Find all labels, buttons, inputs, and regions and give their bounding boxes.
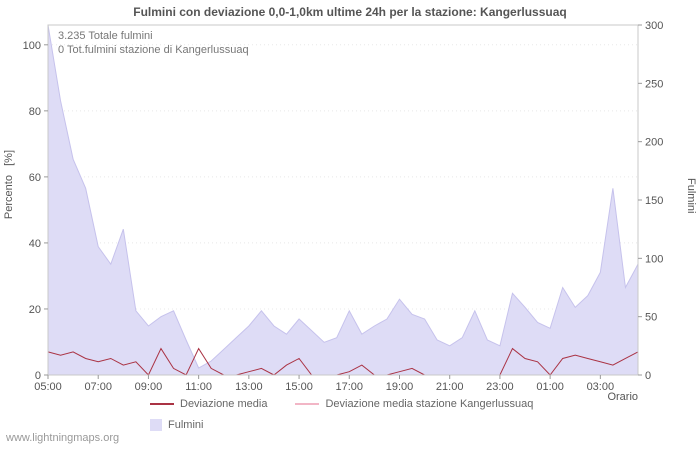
- y-right-tick-label: 0: [645, 370, 651, 382]
- x-tick-label: 23:00: [486, 381, 514, 393]
- legend-label-fulmini: Fulmini: [168, 419, 204, 431]
- legend-item-deviazione-stazione: Deviazione media stazione Kangerlussuaq: [295, 398, 533, 410]
- line-deviazione-media: [47, 347, 639, 376]
- x-tick-label: 13:00: [235, 381, 263, 393]
- legend-area-swatch-fulmini: [150, 419, 162, 431]
- legend-line-deviazione: [150, 403, 174, 405]
- x-tick-label: 19:00: [386, 381, 414, 393]
- y-left-tick-label: 40: [29, 238, 41, 250]
- y-right-tick-label: 300: [645, 20, 663, 32]
- legend-row-lines: Deviazione media Deviazione media stazio…: [150, 398, 533, 410]
- watermark-link[interactable]: www.lightningmaps.org: [6, 432, 120, 444]
- legend: Deviazione media Deviazione media stazio…: [150, 398, 533, 431]
- legend-label-deviazione: Deviazione media: [180, 398, 268, 410]
- x-tick-label: 03:00: [587, 381, 615, 393]
- y-right-tick-label: 100: [645, 253, 663, 265]
- legend-item-deviazione-media: Deviazione media: [150, 398, 267, 410]
- y-left-tick-label: 80: [29, 106, 41, 118]
- x-tick-label: 09:00: [135, 381, 163, 393]
- y-right-tick-label: 200: [645, 137, 663, 149]
- y-right-tick-label: 50: [645, 312, 657, 324]
- y-axis-label-left: Percento [%]: [3, 150, 15, 220]
- legend-item-fulmini: Fulmini: [150, 419, 203, 431]
- x-tick-label: 17:00: [336, 381, 364, 393]
- x-tick-label: 07:00: [84, 381, 112, 393]
- y-right-tick-label: 150: [645, 195, 663, 207]
- x-tick-label: 11:00: [185, 381, 212, 393]
- x-tick-label: 21:00: [436, 381, 464, 393]
- annotation-station-fulmini: 0 Tot.fulmini stazione di Kangerlussuaq: [58, 44, 249, 56]
- y-left-tick-label: 20: [29, 304, 41, 316]
- legend-row-area: Fulmini: [150, 419, 533, 431]
- x-axis-label: Orario: [607, 391, 638, 403]
- chart-title: Fulmini con deviazione 0,0-1,0km ultime …: [133, 5, 567, 19]
- x-tick-label: 01:00: [536, 381, 564, 393]
- x-tick-label: 05:00: [34, 381, 62, 393]
- area-fulmini-edge: [47, 24, 639, 369]
- legend-label-deviazione-stazione: Deviazione media stazione Kangerlussuaq: [325, 398, 534, 410]
- y-left-tick-label: 60: [29, 172, 41, 184]
- y-left-tick-label: 100: [23, 40, 41, 52]
- legend-line-deviazione-stazione: [295, 403, 320, 405]
- y-axis-label-right: Fulmini: [685, 178, 697, 214]
- y-right-tick-label: 250: [645, 78, 663, 90]
- area-fulmini: [48, 25, 638, 375]
- annotation-total-fulmini: 3.235 Totale fulmini: [58, 30, 153, 42]
- x-tick-label: 15:00: [285, 381, 313, 393]
- y-left-tick-label: 0: [35, 370, 41, 382]
